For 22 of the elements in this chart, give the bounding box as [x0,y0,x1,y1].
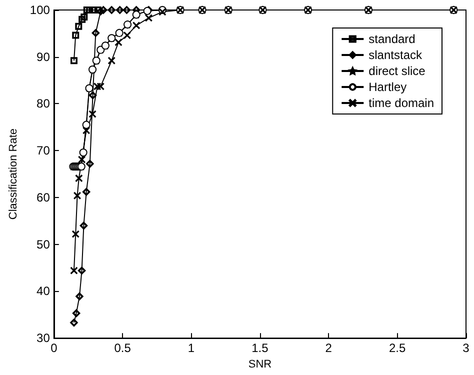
legend-label: slantstack [368,48,423,62]
y-tick-label: 60 [36,190,50,204]
y-tick-label: 100 [30,3,50,17]
x-tick-label: 0.5 [114,341,132,356]
x-tick-label: 1 [188,341,195,356]
y-tick-label: 50 [36,237,50,252]
legend-label: standard [368,32,416,46]
x-tick-label: 3 [462,341,470,356]
y-tick-label: 30 [36,331,50,346]
legend-label: Hartley [368,80,407,94]
legend-label: time domain [368,96,434,110]
x-tick-label: 2.5 [388,341,406,356]
y-tick-label: 40 [36,284,50,298]
y-tick-label: 70 [36,144,50,158]
x-axis-title: SNR [248,358,272,370]
legend-label: direct slice [368,64,426,78]
y-tick-label: 80 [36,96,50,111]
y-axis-title: Classification Rate [8,128,20,220]
y-tick-label: 90 [36,50,50,64]
x-tick-label: 0 [50,341,58,356]
x-tick-label: 2 [325,341,332,356]
x-tick-label: 1.5 [252,341,269,356]
